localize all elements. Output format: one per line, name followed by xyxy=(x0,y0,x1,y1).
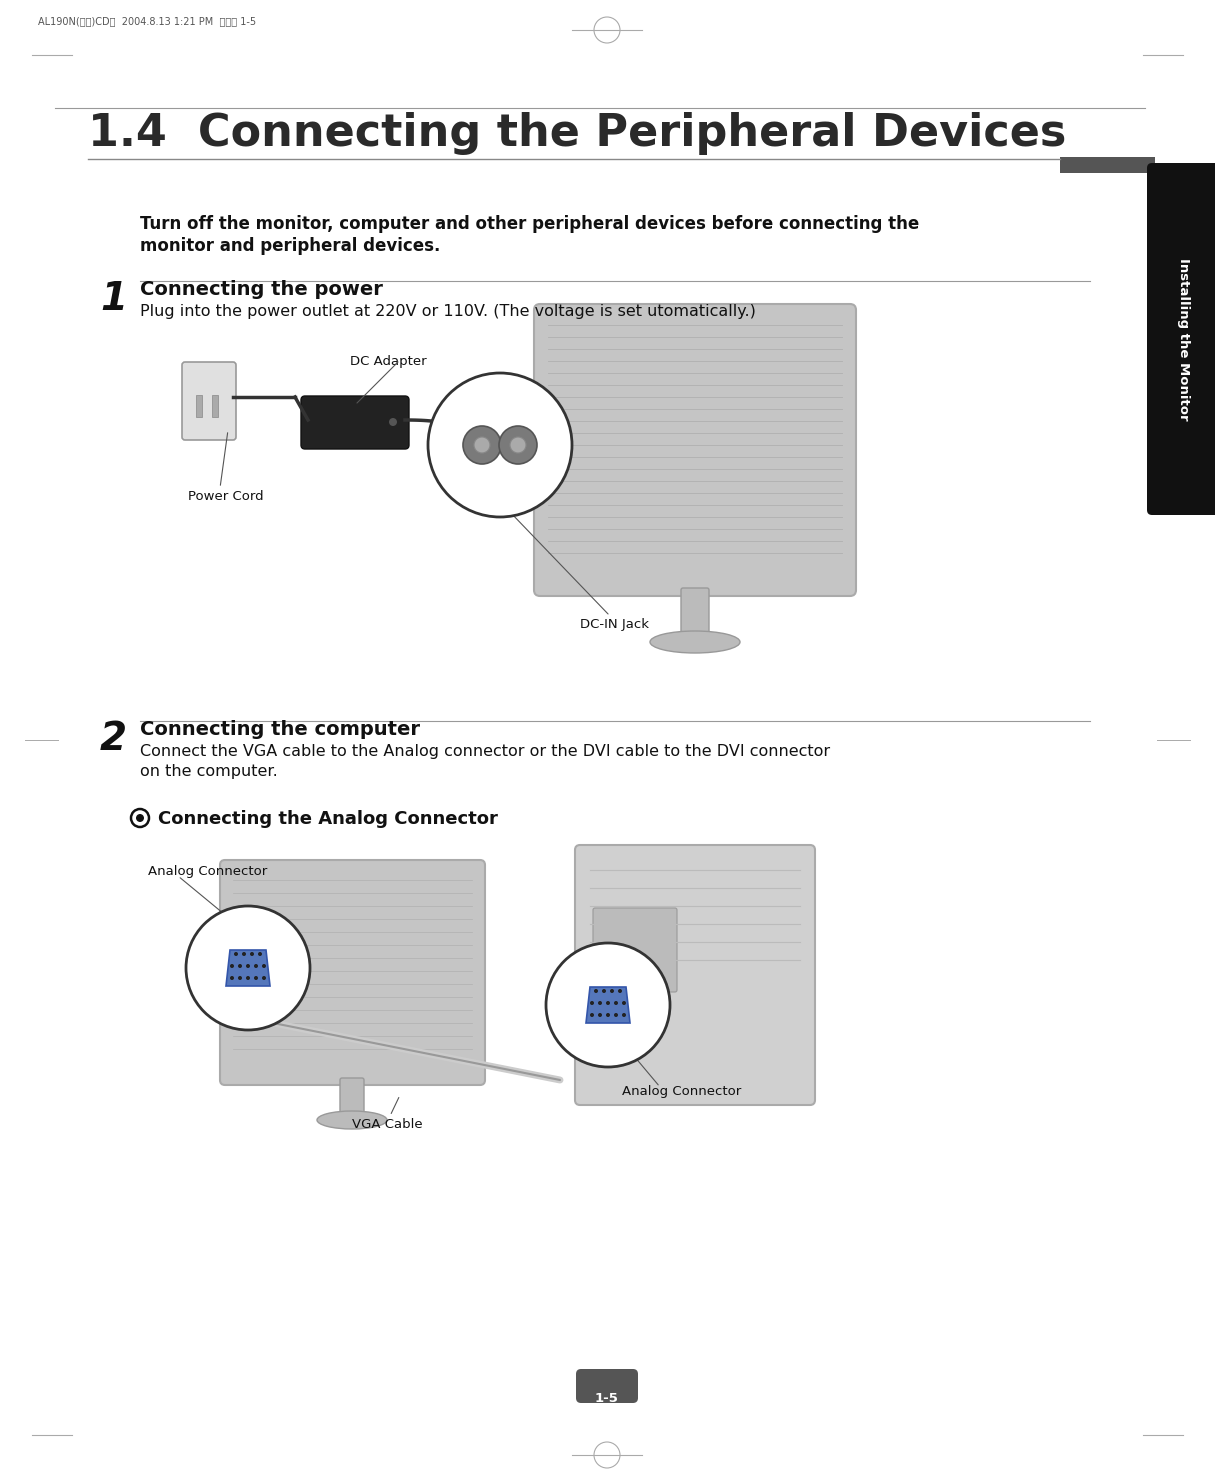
Circle shape xyxy=(234,951,238,956)
Bar xyxy=(1059,157,1155,173)
Circle shape xyxy=(389,418,397,425)
Circle shape xyxy=(238,977,242,980)
Text: Connecting the computer: Connecting the computer xyxy=(140,720,420,740)
Circle shape xyxy=(250,951,254,956)
Circle shape xyxy=(610,988,614,993)
FancyBboxPatch shape xyxy=(220,860,485,1085)
Text: Analog Connector: Analog Connector xyxy=(148,865,267,877)
Circle shape xyxy=(262,977,266,980)
Text: DC Adapter: DC Adapter xyxy=(350,356,426,368)
Circle shape xyxy=(463,425,501,464)
FancyBboxPatch shape xyxy=(535,304,857,596)
Text: Installing the Monitor: Installing the Monitor xyxy=(1177,258,1189,421)
Circle shape xyxy=(474,437,490,453)
Circle shape xyxy=(254,977,258,980)
Circle shape xyxy=(245,977,250,980)
Text: 1-5: 1-5 xyxy=(595,1392,618,1405)
Text: Connecting the power: Connecting the power xyxy=(140,280,383,299)
FancyBboxPatch shape xyxy=(576,1369,638,1403)
Circle shape xyxy=(606,1000,610,1005)
Circle shape xyxy=(230,963,234,968)
Circle shape xyxy=(546,943,669,1067)
FancyBboxPatch shape xyxy=(340,1077,364,1120)
Circle shape xyxy=(230,977,234,980)
Circle shape xyxy=(594,988,598,993)
FancyBboxPatch shape xyxy=(301,396,409,449)
Circle shape xyxy=(245,963,250,968)
Circle shape xyxy=(499,425,537,464)
Circle shape xyxy=(614,1000,618,1005)
Circle shape xyxy=(428,373,572,517)
Ellipse shape xyxy=(650,631,740,654)
Circle shape xyxy=(186,906,310,1030)
Circle shape xyxy=(242,951,245,956)
Circle shape xyxy=(598,1014,601,1017)
Text: DC-IN Jack: DC-IN Jack xyxy=(580,618,649,631)
Text: Turn off the monitor, computer and other peripheral devices before connecting th: Turn off the monitor, computer and other… xyxy=(140,215,920,233)
Circle shape xyxy=(258,951,262,956)
Circle shape xyxy=(136,814,145,823)
Circle shape xyxy=(614,1014,618,1017)
Circle shape xyxy=(590,1014,594,1017)
Text: Plug into the power outlet at 220V or 110V. (The voltage is set utomatically.): Plug into the power outlet at 220V or 11… xyxy=(140,304,756,319)
Circle shape xyxy=(601,988,606,993)
Circle shape xyxy=(510,437,526,453)
Bar xyxy=(211,396,217,416)
FancyBboxPatch shape xyxy=(1147,163,1215,516)
Text: 2: 2 xyxy=(100,720,128,757)
Text: Analog Connector: Analog Connector xyxy=(622,1085,741,1098)
Circle shape xyxy=(262,963,266,968)
Circle shape xyxy=(618,988,622,993)
Text: 1: 1 xyxy=(100,280,128,319)
Circle shape xyxy=(622,1014,626,1017)
Text: on the computer.: on the computer. xyxy=(140,765,278,780)
FancyBboxPatch shape xyxy=(593,908,677,991)
Circle shape xyxy=(622,1000,626,1005)
FancyBboxPatch shape xyxy=(575,845,815,1106)
Text: Power Cord: Power Cord xyxy=(188,491,264,502)
Text: Connect the VGA cable to the Analog connector or the DVI cable to the DVI connec: Connect the VGA cable to the Analog conn… xyxy=(140,744,830,759)
Circle shape xyxy=(606,1014,610,1017)
Circle shape xyxy=(590,1000,594,1005)
FancyBboxPatch shape xyxy=(182,362,236,440)
Bar xyxy=(196,396,202,416)
Text: VGA Cable: VGA Cable xyxy=(352,1117,423,1131)
Text: AL190N(영어)CD점  2004.8.13 1:21 PM  페이지 1-5: AL190N(영어)CD점 2004.8.13 1:21 PM 페이지 1-5 xyxy=(38,16,256,27)
Text: monitor and peripheral devices.: monitor and peripheral devices. xyxy=(140,237,440,255)
Circle shape xyxy=(598,1000,601,1005)
Text: Connecting the Analog Connector: Connecting the Analog Connector xyxy=(158,811,498,828)
Text: 1.4  Connecting the Peripheral Devices: 1.4 Connecting the Peripheral Devices xyxy=(87,113,1067,156)
Circle shape xyxy=(254,963,258,968)
Circle shape xyxy=(238,963,242,968)
Polygon shape xyxy=(586,987,631,1023)
Circle shape xyxy=(131,809,149,827)
FancyBboxPatch shape xyxy=(680,588,710,642)
Ellipse shape xyxy=(317,1112,388,1129)
Polygon shape xyxy=(226,950,270,986)
